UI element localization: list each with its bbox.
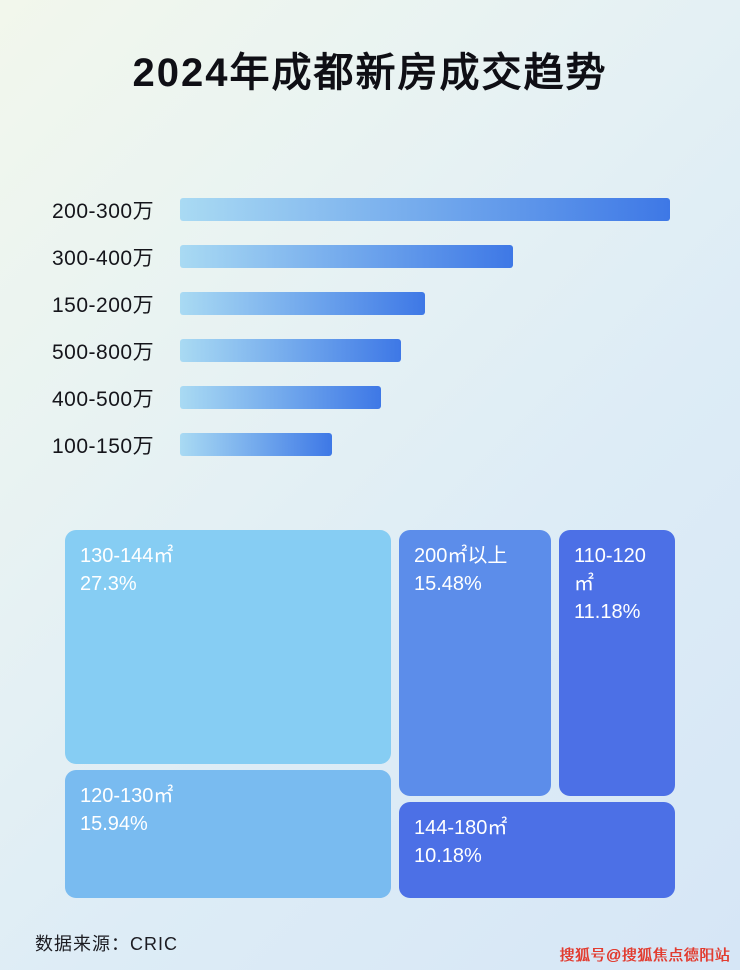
area-label: 130-144㎡ — [80, 545, 174, 567]
bar-label: 150-200万 — [52, 293, 155, 317]
treemap-block-110-120: 110-120㎡ 11.18% — [559, 530, 675, 796]
treemap-block-144-180: 144-180㎡ 10.18% — [399, 802, 675, 898]
area-label: 110-120㎡ — [574, 545, 646, 595]
bar-track — [180, 245, 670, 268]
bar-label: 500-800万 — [52, 340, 155, 364]
bar-fill — [180, 198, 670, 221]
data-source-label: 数据来源：CRIC — [35, 934, 178, 954]
bar-label: 300-400万 — [52, 246, 155, 270]
area-percent: 15.94% — [80, 813, 148, 835]
area-label: 144-180㎡ — [414, 817, 508, 839]
area-percent: 15.48% — [414, 573, 482, 595]
price-bar-chart: 200-300万 300-400万 150-200万 500-800万 400-… — [52, 186, 740, 468]
bar-fill — [180, 245, 514, 268]
bar-fill — [180, 386, 381, 409]
bar-label: 200-300万 — [52, 199, 155, 223]
bar-row: 150-200万 — [52, 280, 740, 327]
area-percent: 10.18% — [414, 845, 482, 867]
bar-label: 400-500万 — [52, 387, 155, 411]
area-label: 120-130㎡ — [80, 785, 174, 807]
treemap-block-130-144: 130-144㎡ 27.3% — [65, 530, 391, 764]
treemap-block-200-plus: 200㎡以上 15.48% — [399, 530, 551, 796]
treemap-block-120-130: 120-130㎡ 15.94% — [65, 770, 391, 898]
bar-track — [180, 386, 670, 409]
page-title: 2024年成都新房成交趋势 — [132, 51, 608, 95]
area-treemap: 130-144㎡ 27.3% 200㎡以上 15.48% 110-120㎡ 11… — [65, 530, 675, 898]
bar-row: 200-300万 — [52, 186, 740, 233]
bar-row: 400-500万 — [52, 374, 740, 421]
bar-track — [180, 292, 670, 315]
area-percent: 11.18% — [574, 601, 641, 623]
bar-track — [180, 339, 670, 362]
area-label: 200㎡以上 — [414, 545, 508, 567]
area-percent: 27.3% — [80, 573, 137, 595]
bar-track — [180, 198, 670, 221]
bar-row: 500-800万 — [52, 327, 740, 374]
bar-label: 100-150万 — [52, 434, 155, 458]
watermark: 搜狐号@搜狐焦点德阳站 — [559, 947, 730, 964]
bar-fill — [180, 292, 425, 315]
bar-row: 100-150万 — [52, 421, 740, 468]
bar-track — [180, 433, 670, 456]
bar-row: 300-400万 — [52, 233, 740, 280]
bar-fill — [180, 433, 332, 456]
bar-fill — [180, 339, 401, 362]
